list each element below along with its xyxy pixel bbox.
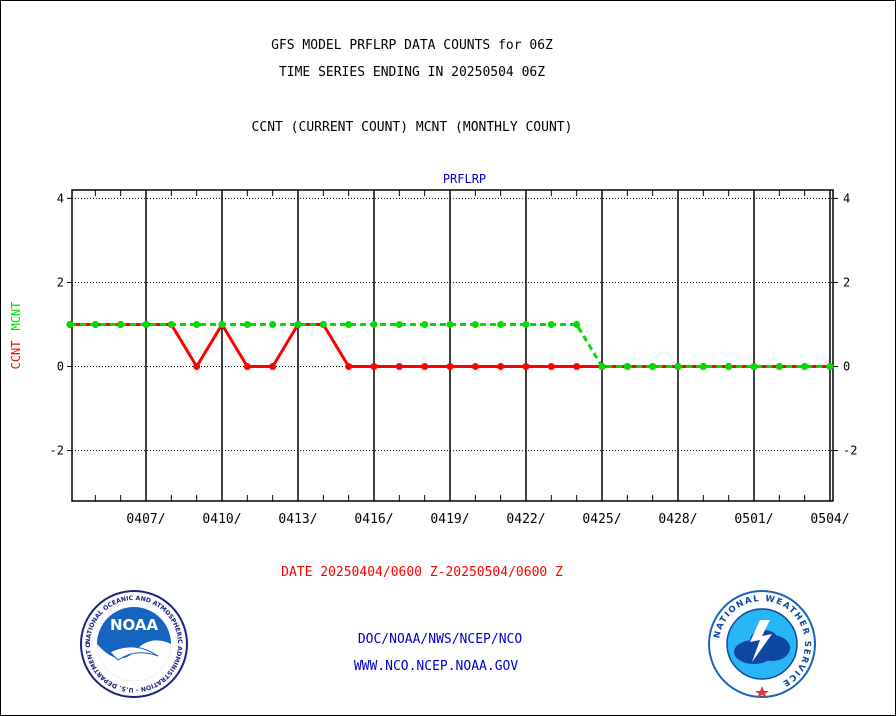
y-axis-label: CCNT MCNT bbox=[9, 302, 23, 370]
chart-title-line1: GFS MODEL PRFLRP DATA COUNTS for 06Z bbox=[271, 38, 553, 53]
data-point-mcnt bbox=[674, 363, 682, 371]
data-point-ccnt bbox=[497, 363, 505, 371]
data-point-mcnt bbox=[370, 320, 378, 328]
y-tick-label-right: -2 bbox=[843, 444, 857, 458]
data-point-mcnt bbox=[699, 363, 707, 371]
data-point-mcnt bbox=[446, 320, 454, 328]
data-point-mcnt bbox=[471, 320, 479, 328]
data-point-mcnt bbox=[142, 320, 150, 328]
data-point-mcnt bbox=[117, 320, 125, 328]
y-tick-label-left: 4 bbox=[57, 191, 64, 205]
url-line: WWW.NCO.NCEP.NOAA.GOV bbox=[353, 659, 519, 674]
data-point-mcnt bbox=[750, 363, 758, 371]
data-point-ccnt bbox=[471, 363, 479, 371]
data-point-mcnt bbox=[395, 320, 403, 328]
data-point-mcnt bbox=[294, 320, 302, 328]
y-tick-label-left: 0 bbox=[57, 360, 64, 374]
data-point-mcnt bbox=[319, 320, 327, 328]
data-point-ccnt bbox=[193, 363, 201, 371]
y-tick-label-right: 0 bbox=[843, 360, 850, 374]
chart-subtitle: CCNT (CURRENT COUNT) MCNT (MONTHLY COUNT… bbox=[251, 120, 573, 135]
x-tick-label: 0407/ bbox=[126, 512, 165, 527]
data-point-ccnt bbox=[446, 363, 454, 371]
data-point-mcnt bbox=[573, 320, 581, 328]
data-point-ccnt bbox=[547, 363, 555, 371]
data-point-ccnt bbox=[269, 363, 277, 371]
data-point-mcnt bbox=[345, 320, 353, 328]
y-tick-label-left: -2 bbox=[50, 444, 64, 458]
x-tick-label: 0504/ bbox=[810, 512, 849, 527]
y-axis-label-mcnt: MCNT bbox=[9, 302, 23, 331]
x-tick-label: 0416/ bbox=[354, 512, 393, 527]
data-point-mcnt bbox=[826, 363, 834, 371]
y-tick-label-left: 2 bbox=[57, 275, 64, 289]
noaa-logo-icon: NOAA NATIONAL OCEANIC AND ATMOSPHERIC AD… bbox=[80, 590, 188, 698]
x-tick-label: 0501/ bbox=[734, 512, 773, 527]
plot-title: PRFLRP bbox=[443, 172, 486, 186]
data-point-mcnt bbox=[218, 320, 226, 328]
date-range-label: DATE 20250404/0600 Z-20250504/0600 Z bbox=[281, 565, 563, 580]
prflrp-chart: -2 -2 0 0 2 2 4 4 0407/0410/0413/0416/0419/0422/… bbox=[9, 172, 857, 527]
data-point-mcnt bbox=[421, 320, 429, 328]
x-tick-label: 0425/ bbox=[582, 512, 621, 527]
y-tick-label-right: 2 bbox=[843, 275, 850, 289]
x-tick-label: 0410/ bbox=[202, 512, 241, 527]
svg-text:NOAA: NOAA bbox=[110, 616, 159, 634]
data-point-ccnt bbox=[421, 363, 429, 371]
data-point-ccnt bbox=[395, 363, 403, 371]
data-point-mcnt bbox=[167, 320, 175, 328]
data-point-mcnt bbox=[725, 363, 733, 371]
data-point-mcnt bbox=[623, 363, 631, 371]
data-point-mcnt bbox=[243, 320, 251, 328]
data-point-ccnt bbox=[522, 363, 530, 371]
y-axis-label-ccnt: CCNT bbox=[9, 341, 23, 370]
x-tick-label: 0419/ bbox=[430, 512, 469, 527]
plot-area bbox=[71, 189, 834, 502]
chart-title-line2: TIME SERIES ENDING IN 20250504 06Z bbox=[278, 65, 546, 80]
data-point-mcnt bbox=[66, 320, 74, 328]
data-point-ccnt bbox=[370, 363, 378, 371]
data-point-mcnt bbox=[775, 363, 783, 371]
data-point-ccnt bbox=[345, 363, 353, 371]
data-point-mcnt bbox=[598, 363, 606, 371]
data-point-mcnt bbox=[522, 320, 530, 328]
x-tick-label: 0428/ bbox=[658, 512, 697, 527]
data-point-mcnt bbox=[547, 320, 555, 328]
org-line: DOC/NOAA/NWS/NCEP/NCO bbox=[357, 632, 523, 647]
data-point-mcnt bbox=[91, 320, 99, 328]
data-point-ccnt bbox=[573, 363, 581, 371]
data-point-mcnt bbox=[801, 363, 809, 371]
data-point-ccnt bbox=[243, 363, 251, 371]
data-point-mcnt bbox=[497, 320, 505, 328]
y-tick-label-right: 4 bbox=[843, 191, 850, 205]
x-tick-label: 0422/ bbox=[506, 512, 545, 527]
data-point-mcnt bbox=[193, 320, 201, 328]
data-point-mcnt bbox=[269, 320, 277, 328]
data-point-mcnt bbox=[649, 363, 657, 371]
nws-logo-icon: NATIONAL WEATHER SERVICE bbox=[708, 590, 816, 698]
x-tick-label: 0413/ bbox=[278, 512, 317, 527]
